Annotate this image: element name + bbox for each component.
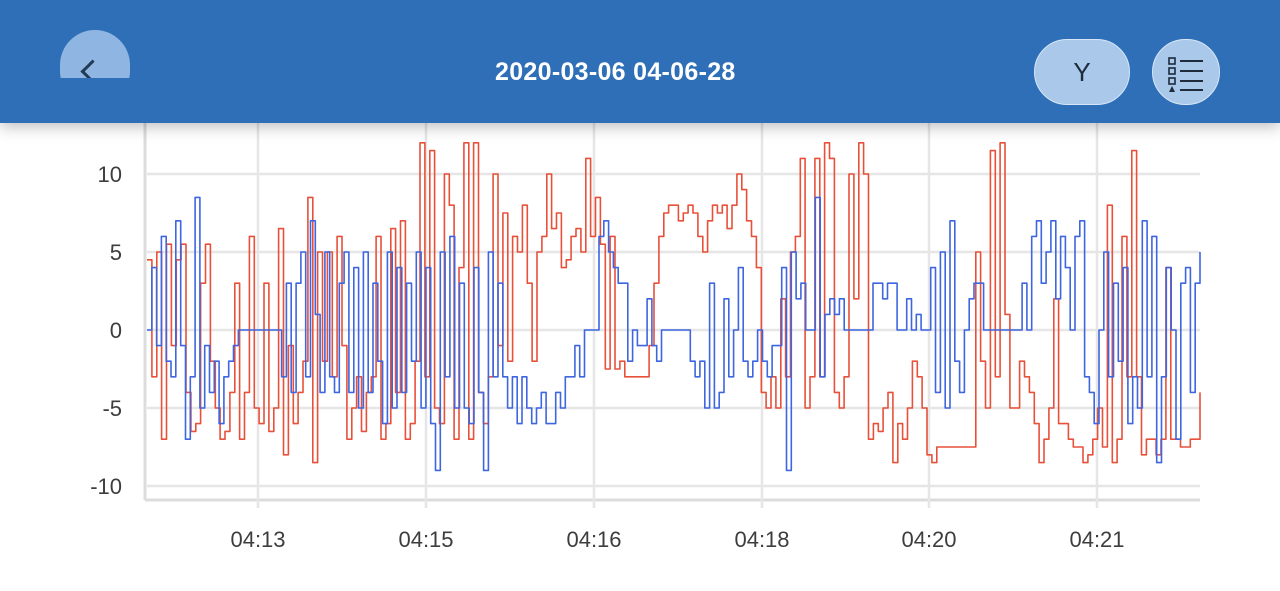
x-tick-label: 04:20 [901, 527, 956, 552]
y-tick-label: -10 [90, 474, 122, 499]
x-tick-label: 04:16 [566, 527, 621, 552]
legend-list-button[interactable] [1152, 39, 1220, 105]
y-tick-label: 5 [110, 240, 122, 265]
x-tick-label: 04:13 [230, 527, 285, 552]
x-tick-label: 04:15 [398, 527, 453, 552]
chart-series [147, 142, 1201, 472]
series-line-2 [147, 196, 1201, 472]
y-tick-label: 10 [98, 162, 122, 187]
y-tick-label: -5 [102, 396, 122, 421]
top-app-bar: 2020-03-06 04-06-28 Y [0, 0, 1280, 123]
session-title: 2020-03-06 04-06-28 [495, 58, 736, 86]
y-tick-labels: 10 5 0 -5 -10 [90, 162, 122, 499]
y-tick-label: 0 [110, 318, 122, 343]
x-tick-labels: 04:13 04:15 04:16 04:18 04:20 04:21 [230, 527, 1124, 552]
series-line-1 [147, 142, 1201, 464]
x-tick-label: 04:18 [734, 527, 789, 552]
chart-grid [143, 100, 1200, 508]
y-axis-button[interactable]: Y [1034, 39, 1130, 105]
x-tick-label: 04:21 [1069, 527, 1124, 552]
list-icon [1168, 57, 1203, 92]
header-overlap [40, 78, 160, 123]
